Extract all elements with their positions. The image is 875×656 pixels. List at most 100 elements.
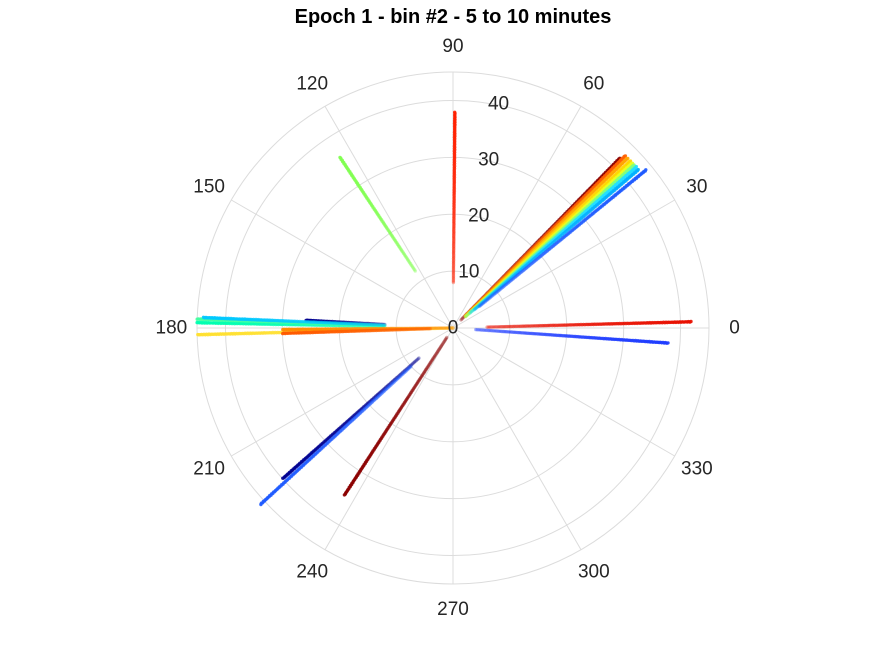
data-point xyxy=(451,270,456,275)
series-layer xyxy=(195,110,693,507)
data-point xyxy=(491,285,496,290)
data-point xyxy=(503,276,507,280)
data-point xyxy=(474,303,478,307)
data-point xyxy=(644,168,648,172)
data-point xyxy=(470,308,474,313)
data-point xyxy=(474,304,479,308)
data-point xyxy=(499,281,504,286)
data-point xyxy=(495,284,499,288)
angular-gridline xyxy=(452,327,675,457)
angular-gridline xyxy=(452,327,582,550)
data-point xyxy=(473,303,477,308)
data-point xyxy=(281,331,285,336)
data-point xyxy=(451,269,456,273)
data-point xyxy=(461,316,465,320)
data-point xyxy=(463,314,467,318)
data-point xyxy=(464,313,468,318)
data-point xyxy=(490,289,494,294)
data-point xyxy=(498,282,503,286)
data-point xyxy=(492,284,496,288)
data-point xyxy=(487,292,491,296)
data-point xyxy=(467,311,471,315)
data-point xyxy=(453,110,457,115)
data-point xyxy=(483,294,487,298)
data-point xyxy=(626,156,630,161)
angular-gridline xyxy=(452,106,582,329)
data-point xyxy=(342,493,347,497)
angular-gridline xyxy=(324,106,454,329)
data-point xyxy=(451,259,456,263)
data-point xyxy=(486,294,490,298)
data-point xyxy=(491,289,495,293)
angle-tick-label: 240 xyxy=(296,561,328,582)
data-point xyxy=(451,273,456,277)
angle-tick-label: 180 xyxy=(156,318,188,339)
data-point xyxy=(487,289,491,294)
angular-gridline xyxy=(231,199,454,329)
data-point xyxy=(481,295,485,300)
data-point xyxy=(452,240,456,245)
data-point xyxy=(500,280,505,285)
data-point xyxy=(485,293,489,297)
data-point xyxy=(451,263,456,267)
data-point xyxy=(472,304,476,309)
data-point xyxy=(473,304,477,309)
data-point xyxy=(486,291,490,295)
data-point xyxy=(467,310,471,314)
data-point xyxy=(468,310,472,314)
data-point xyxy=(489,287,493,292)
data-point xyxy=(502,275,506,279)
data-point xyxy=(465,312,469,316)
data-point xyxy=(469,309,473,313)
data-point xyxy=(487,290,491,294)
data-point xyxy=(476,300,480,305)
data-point xyxy=(473,304,477,308)
data-point xyxy=(491,288,495,293)
data-point xyxy=(482,294,487,299)
radius-tick-label: 0 xyxy=(448,318,459,339)
data-point xyxy=(492,285,496,289)
data-point xyxy=(493,283,497,287)
data-point xyxy=(451,245,456,250)
data-point xyxy=(468,308,473,312)
angle-tick-label: 90 xyxy=(442,36,463,57)
data-point xyxy=(452,249,456,253)
data-point xyxy=(451,250,456,255)
data-point xyxy=(479,300,483,304)
data-point xyxy=(497,280,501,284)
data-point xyxy=(451,279,456,283)
data-point xyxy=(494,284,498,289)
data-point xyxy=(483,295,487,299)
data-point xyxy=(484,293,488,297)
data-point xyxy=(485,294,489,298)
data-point xyxy=(489,289,493,293)
data-point xyxy=(497,279,501,284)
series-streak xyxy=(477,168,648,309)
data-point xyxy=(464,313,468,317)
data-point xyxy=(466,312,470,316)
data-point xyxy=(467,311,471,315)
data-point xyxy=(472,306,477,310)
data-point xyxy=(477,301,481,306)
data-point xyxy=(493,287,497,291)
data-point xyxy=(496,281,500,285)
series-streak xyxy=(259,364,413,507)
data-point xyxy=(484,294,488,298)
data-point xyxy=(492,288,496,292)
data-point xyxy=(468,310,472,314)
data-point xyxy=(476,301,480,305)
data-point xyxy=(504,277,508,281)
data-point xyxy=(470,308,474,312)
data-point xyxy=(451,260,456,265)
data-point xyxy=(499,278,504,282)
data-point xyxy=(451,265,456,270)
data-point xyxy=(498,280,502,284)
data-point xyxy=(469,308,473,312)
data-point xyxy=(489,286,494,291)
data-point xyxy=(478,301,482,305)
data-point xyxy=(502,278,506,282)
data-point xyxy=(498,282,502,286)
data-point xyxy=(452,258,456,262)
data-point xyxy=(503,276,508,281)
data-point xyxy=(460,317,464,321)
